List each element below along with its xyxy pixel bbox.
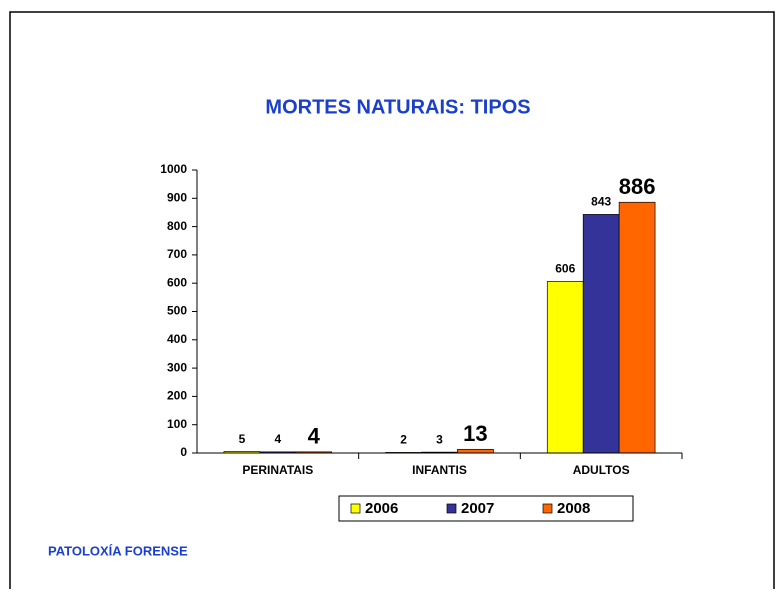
slide-frame [9,11,775,589]
data-label: 13 [463,421,487,446]
y-tick-label: 400 [167,332,187,346]
data-label: 4 [274,432,281,446]
data-label: 4 [308,424,321,449]
data-label: 5 [239,432,246,446]
footer: PATOLOXÍA FORENSE [48,543,188,558]
data-label: 3 [436,432,443,446]
legend-swatch [350,503,361,514]
bar [546,281,584,454]
data-label: 2 [400,433,407,447]
legend-swatch [542,503,553,514]
legend-label: 2008 [557,500,590,517]
legend-box [338,495,634,522]
bar [618,201,656,454]
y-tick-label: 800 [167,219,187,233]
x-tick-label: INFANTIS [412,463,467,477]
y-tick-label: 500 [167,304,187,318]
y-tick-label: 600 [167,275,187,289]
data-label: 886 [619,174,656,199]
y-tick-label: 900 [167,190,187,204]
bar [457,448,494,454]
chart-title: MORTES NATURAIS: TIPOS [265,96,530,118]
y-tick-label: 300 [167,360,187,374]
data-label: 606 [555,262,575,276]
legend-label: 2006 [365,500,398,517]
y-tick-label: 700 [167,247,187,261]
legend-swatch [446,503,457,514]
y-tick-label: 1000 [160,162,187,176]
y-tick-label: 0 [180,445,187,459]
legend-label: 2007 [461,500,494,517]
x-tick-label: PERINATAIS [242,463,313,477]
data-label: 843 [591,195,611,209]
y-tick-label: 100 [167,417,187,431]
x-tick-label: ADULTOS [573,463,630,477]
bar [582,214,620,454]
y-tick-label: 200 [167,389,187,403]
